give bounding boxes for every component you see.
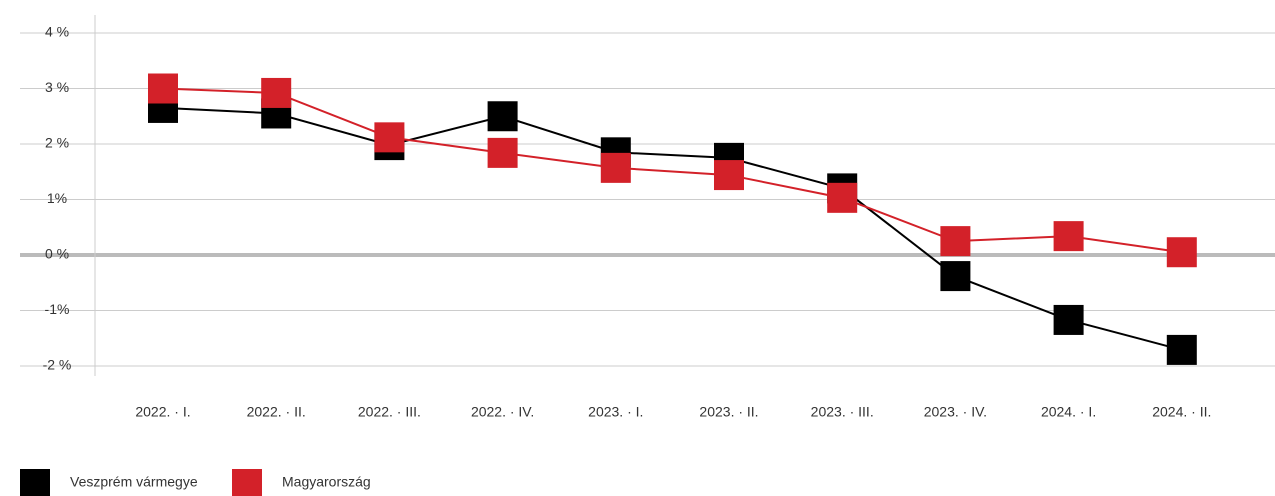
marker bbox=[714, 160, 744, 191]
series-line bbox=[162, 106, 1183, 351]
x-tick-label: 2023. · III. bbox=[811, 404, 874, 420]
y-tick-label: -2 % bbox=[43, 357, 72, 373]
x-tick-label: 2023. · I. bbox=[588, 404, 643, 420]
legend-swatch bbox=[20, 469, 50, 496]
x-tick-label: 2023. · II. bbox=[699, 404, 758, 420]
series-line bbox=[162, 87, 1182, 254]
marker bbox=[487, 101, 518, 132]
marker bbox=[1053, 304, 1084, 335]
x-tick-label: 2024. · II. bbox=[1152, 404, 1211, 420]
marker bbox=[1166, 237, 1197, 268]
y-tick-label: -1% bbox=[45, 301, 70, 317]
marker bbox=[261, 77, 292, 108]
marker bbox=[374, 122, 405, 153]
marker bbox=[1166, 334, 1197, 365]
y-tick-label: 1% bbox=[47, 190, 67, 206]
legend-label: Veszprém vármegye bbox=[70, 474, 198, 490]
marker bbox=[600, 152, 631, 183]
x-tick-label: 2022. · III. bbox=[358, 404, 421, 420]
legend-swatch bbox=[232, 469, 262, 496]
y-tick-label: 2 % bbox=[45, 135, 69, 151]
x-tick-label: 2022. · IV. bbox=[471, 404, 534, 420]
marker bbox=[827, 182, 858, 213]
x-tick-label: 2024. · I. bbox=[1041, 404, 1096, 420]
marker bbox=[148, 73, 178, 104]
marker bbox=[940, 226, 971, 257]
marker bbox=[1053, 221, 1084, 252]
x-tick-label: 2022. · II. bbox=[247, 404, 306, 420]
y-tick-label: 3 % bbox=[45, 79, 69, 95]
marker bbox=[940, 261, 971, 292]
y-tick-label: 4 % bbox=[45, 24, 69, 40]
y-tick-label: 0 % bbox=[45, 246, 69, 262]
marker bbox=[487, 137, 518, 168]
x-tick-label: 2023. · IV. bbox=[924, 404, 987, 420]
x-tick-label: 2022. · I. bbox=[135, 404, 190, 420]
legend-label: Magyarország bbox=[282, 474, 371, 490]
